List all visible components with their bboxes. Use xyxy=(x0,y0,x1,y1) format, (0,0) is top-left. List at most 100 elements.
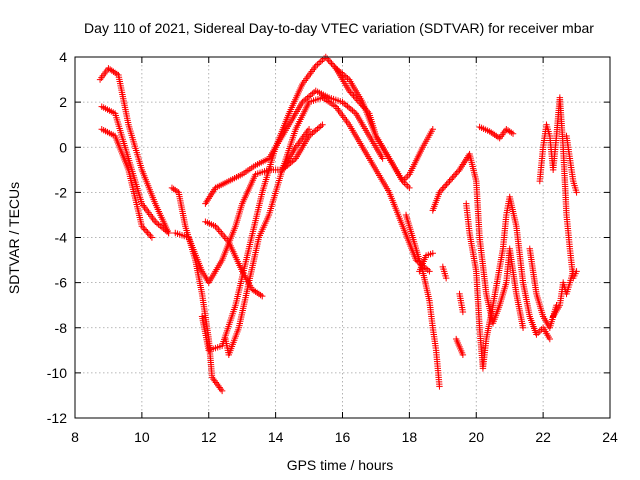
data-point xyxy=(363,106,370,114)
data-point xyxy=(142,227,150,235)
data-point xyxy=(348,90,356,98)
y-tick-label: 2 xyxy=(59,94,67,110)
x-tick-label: 8 xyxy=(71,429,79,445)
data-point xyxy=(141,226,148,233)
series-track-1 xyxy=(96,65,172,237)
data-point xyxy=(509,130,517,137)
data-point xyxy=(546,335,554,343)
series-track-10 xyxy=(279,121,326,174)
data-marks xyxy=(96,53,580,395)
data-point xyxy=(436,189,443,196)
data-point xyxy=(573,189,580,196)
data-point xyxy=(449,174,456,182)
data-point xyxy=(358,102,366,109)
data-point xyxy=(138,223,146,230)
data-point xyxy=(437,187,445,194)
data-point xyxy=(351,94,359,101)
series-track-7 xyxy=(202,87,386,207)
data-point xyxy=(326,58,334,66)
data-point xyxy=(442,274,450,282)
y-tick-label: -8 xyxy=(55,320,68,336)
data-point xyxy=(446,177,453,185)
data-point xyxy=(452,171,459,178)
x-tick-label: 22 xyxy=(535,429,551,445)
chart-grid xyxy=(75,57,610,418)
series-track-19 xyxy=(476,123,517,142)
data-point xyxy=(324,55,331,62)
data-point xyxy=(444,179,452,186)
data-point xyxy=(426,268,433,275)
data-point xyxy=(443,181,450,188)
series-track-15 xyxy=(429,150,527,331)
y-axis-label: SDTVAR / TECUs xyxy=(6,182,22,294)
data-point xyxy=(353,95,360,103)
data-point xyxy=(140,224,147,232)
series-track-5 xyxy=(172,126,313,286)
data-point xyxy=(148,234,156,241)
plot-frame xyxy=(74,56,611,419)
x-tick-label: 18 xyxy=(402,429,418,445)
x-tick-label: 16 xyxy=(335,429,351,445)
series-track-13 xyxy=(416,250,436,275)
series-track-3 xyxy=(98,126,156,241)
series-track-22 xyxy=(549,268,577,320)
series-track-23 xyxy=(563,132,580,196)
data-point xyxy=(305,126,313,133)
data-point xyxy=(447,176,455,183)
data-point xyxy=(350,92,357,99)
data-point xyxy=(319,121,326,128)
chart-title: Day 110 of 2021, Sidereal Day-to-day VTE… xyxy=(84,20,594,36)
data-point xyxy=(570,268,577,275)
data-point xyxy=(361,105,369,112)
data-point xyxy=(345,87,353,95)
x-axis-label: GPS time / hours xyxy=(287,457,394,473)
data-point xyxy=(436,383,443,390)
data-point xyxy=(356,98,363,106)
series-track-16 xyxy=(452,335,467,359)
data-point xyxy=(328,60,335,67)
data-point xyxy=(406,184,413,192)
series-track-14 xyxy=(439,263,450,282)
data-point xyxy=(147,232,154,240)
y-tick-label: 0 xyxy=(59,139,67,155)
series-track-21 xyxy=(536,94,580,282)
series-track-17 xyxy=(456,290,467,316)
data-point xyxy=(329,61,337,69)
y-tick-label: -10 xyxy=(47,365,67,381)
data-point xyxy=(259,292,266,300)
data-point xyxy=(442,182,449,190)
series-track-12 xyxy=(402,211,443,390)
x-tick-label: 24 xyxy=(602,429,618,445)
x-tick-labels: 8 10 12 14 16 18 20 22 24 xyxy=(71,429,618,445)
data-point xyxy=(429,250,436,257)
data-point xyxy=(459,351,467,359)
data-point xyxy=(165,229,172,237)
y-tick-labels: -12 -10 -8 -6 -4 -2 0 2 4 xyxy=(47,49,67,426)
y-tick-label: 4 xyxy=(59,49,67,65)
data-point xyxy=(218,387,226,395)
data-point xyxy=(454,168,462,175)
data-point xyxy=(144,229,151,236)
y-tick-label: -2 xyxy=(55,184,68,200)
series-track-2 xyxy=(98,103,172,237)
data-point xyxy=(354,97,361,104)
data-point xyxy=(347,89,354,96)
series-track-8 xyxy=(198,53,413,354)
y-tick-label: -6 xyxy=(55,275,68,291)
data-point xyxy=(459,308,467,316)
data-point xyxy=(450,173,457,180)
data-point xyxy=(429,126,436,133)
y-tick-label: -4 xyxy=(55,230,68,246)
data-point xyxy=(325,57,332,64)
series-track-9 xyxy=(222,94,433,359)
data-point xyxy=(440,184,447,191)
data-point xyxy=(360,103,367,111)
data-point xyxy=(145,231,153,238)
x-tick-label: 12 xyxy=(201,429,217,445)
data-point xyxy=(453,169,460,177)
data-point xyxy=(439,185,446,193)
data-point xyxy=(331,63,338,70)
data-point xyxy=(519,324,527,331)
